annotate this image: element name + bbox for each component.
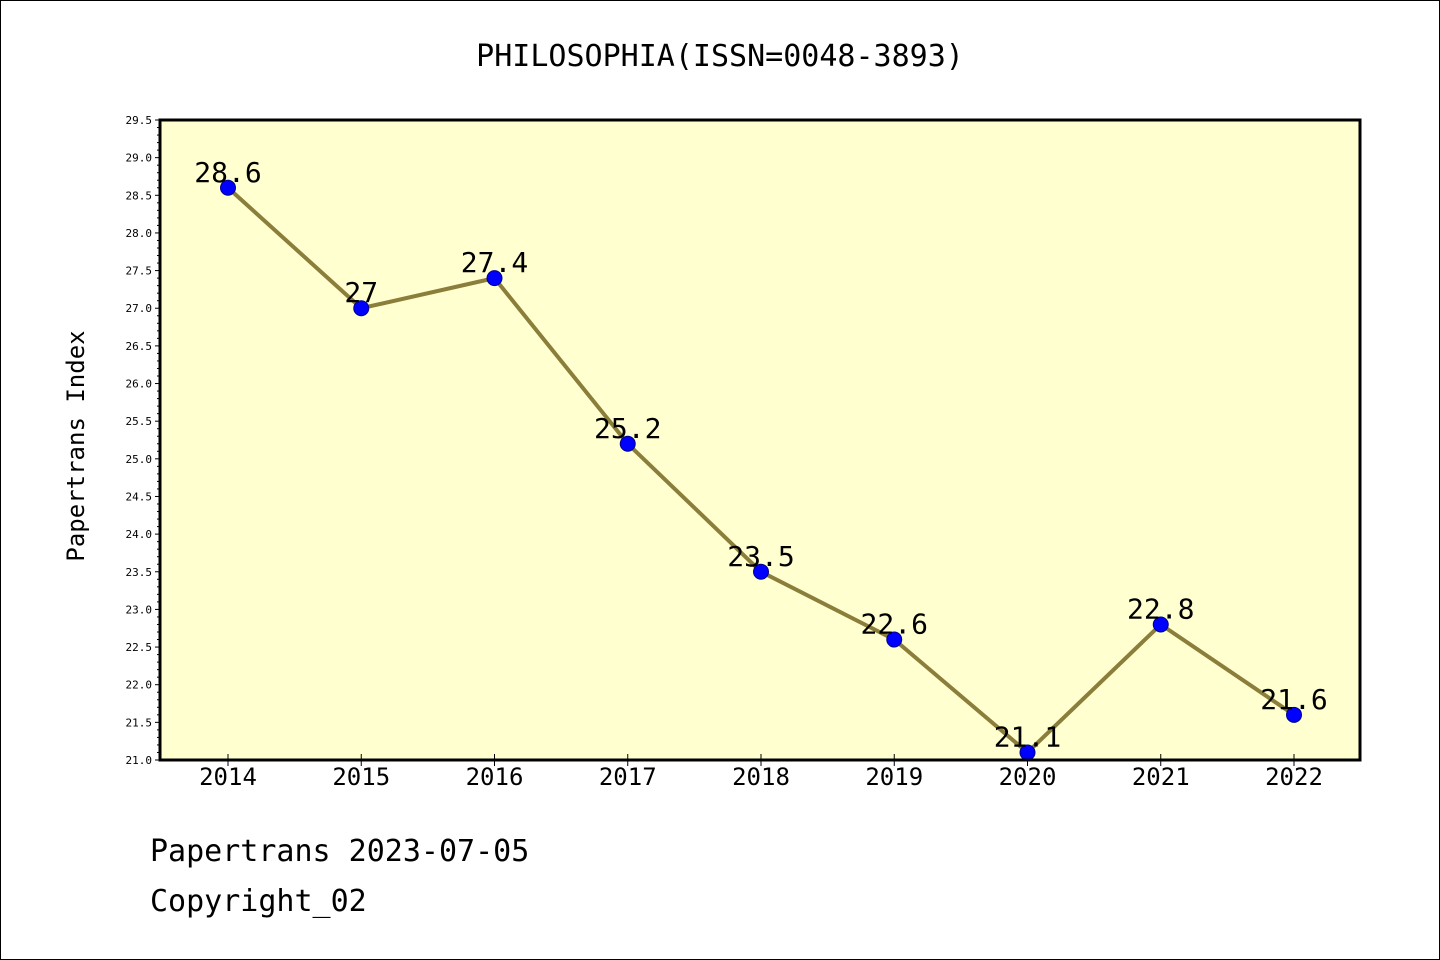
y-tick-label: 22.0: [126, 679, 153, 692]
data-label: 21.1: [994, 720, 1061, 753]
x-tick-label: 2019: [865, 763, 923, 791]
y-tick-label: 25.5: [126, 415, 153, 428]
y-axis: 21.0 21.5 22.0 22.5 23.0 23.5 24.0 24.5 25.0 25.5…: [126, 114, 160, 767]
data-label: 25.2: [594, 412, 661, 445]
data-label: 21.6: [1260, 683, 1327, 716]
y-tick-label: 28.5: [126, 189, 153, 202]
y-tick-label: 25.0: [126, 453, 153, 466]
y-tick-label: 24.5: [126, 490, 153, 503]
footer-date-text: Papertrans 2023-07-05: [150, 834, 530, 869]
data-label: 23.5: [727, 540, 794, 573]
y-tick-label: 21.0: [126, 754, 153, 767]
data-label: 27: [344, 276, 378, 309]
y-tick-label: 24.0: [126, 528, 153, 541]
y-tick-label: 27.5: [126, 265, 153, 278]
y-tick-label: 26.5: [126, 340, 153, 353]
data-label: 22.8: [1127, 592, 1194, 625]
series-layer: 28.6 27 27.4 25.2 23.5 22.6 21.1 22.8 21.6: [194, 156, 1328, 761]
data-point: [753, 563, 769, 580]
y-tick-label: 28.0: [126, 227, 153, 240]
data-point: [619, 435, 636, 452]
x-tick-label: 2016: [466, 763, 524, 791]
y-tick-label: 23.0: [126, 603, 153, 616]
data-label: 27.4: [461, 246, 528, 279]
x-axis: 2014 2015 2016 2017 2018 2019 2020 2021 2022: [199, 754, 1323, 791]
data-point: [1286, 706, 1302, 723]
data-point: [353, 300, 370, 317]
data-point: [486, 270, 503, 287]
y-tick-label: 29.5: [126, 114, 153, 127]
data-point: [220, 179, 236, 196]
x-tick-label: 2017: [599, 763, 657, 791]
x-tick-label: 2022: [1265, 763, 1323, 791]
data-label: 22.6: [861, 608, 928, 641]
y-axis-label: Papertrans Index: [62, 330, 90, 561]
y-tick-label: 23.5: [126, 566, 153, 579]
data-label: 28.6: [194, 156, 261, 189]
x-tick-label: 2021: [1132, 763, 1190, 791]
y-tick-label: 21.5: [126, 716, 153, 729]
y-tick-label: 27.0: [126, 302, 153, 315]
footer-copyright-text: Copyright_02: [150, 884, 367, 919]
data-point: [886, 631, 903, 648]
chart-title: PHILOSOPHIA(ISSN=0048-3893): [476, 39, 964, 74]
plot-border: [158, 118, 1362, 762]
x-tick-label: 2018: [732, 763, 790, 791]
y-tick-label: 26.0: [126, 378, 153, 391]
y-tick-label: 29.0: [126, 152, 153, 165]
x-tick-label: 2020: [999, 763, 1057, 791]
x-tick-label: 2014: [199, 763, 257, 791]
x-tick-label: 2015: [332, 763, 390, 791]
y-tick-label: 22.5: [126, 641, 153, 654]
plot-area: [160, 120, 1360, 760]
data-point: [1152, 616, 1169, 633]
